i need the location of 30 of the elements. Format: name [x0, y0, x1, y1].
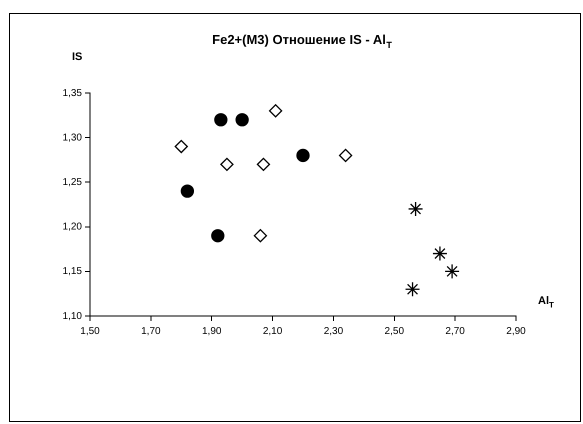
point: [220, 158, 234, 172]
point: [268, 104, 282, 118]
y-tick-label: 1,25: [62, 176, 82, 188]
x-tick-label: 2,90: [506, 326, 526, 337]
point: [174, 140, 188, 154]
point: [408, 201, 424, 217]
x-tick-label: 1,50: [80, 326, 100, 337]
point: [254, 229, 268, 242]
y-tick-label: 1,15: [62, 266, 82, 278]
point: [214, 113, 228, 126]
point: [211, 229, 224, 242]
y-tick-label: 1,35: [62, 88, 82, 99]
y-axis-title: IS: [72, 51, 82, 63]
point: [296, 148, 310, 162]
x-tick-label: 2,50: [384, 326, 404, 337]
x-tick-label: 1,70: [141, 326, 162, 337]
point: [256, 158, 270, 172]
y-tick-label: 1,30: [62, 132, 82, 144]
x-tick-label: 1,90: [202, 326, 222, 337]
y-tick-label: 1,20: [62, 222, 82, 233]
y-tick-label: 1,10: [62, 310, 82, 322]
x-tick-label: 2,70: [445, 326, 466, 337]
point: [235, 113, 249, 126]
x-tick-label: 2,10: [262, 326, 283, 337]
point: [444, 264, 460, 280]
point: [180, 184, 194, 198]
point: [338, 148, 352, 162]
point: [432, 246, 448, 262]
x-tick-label: 2,30: [324, 326, 344, 337]
point: [404, 282, 420, 297]
